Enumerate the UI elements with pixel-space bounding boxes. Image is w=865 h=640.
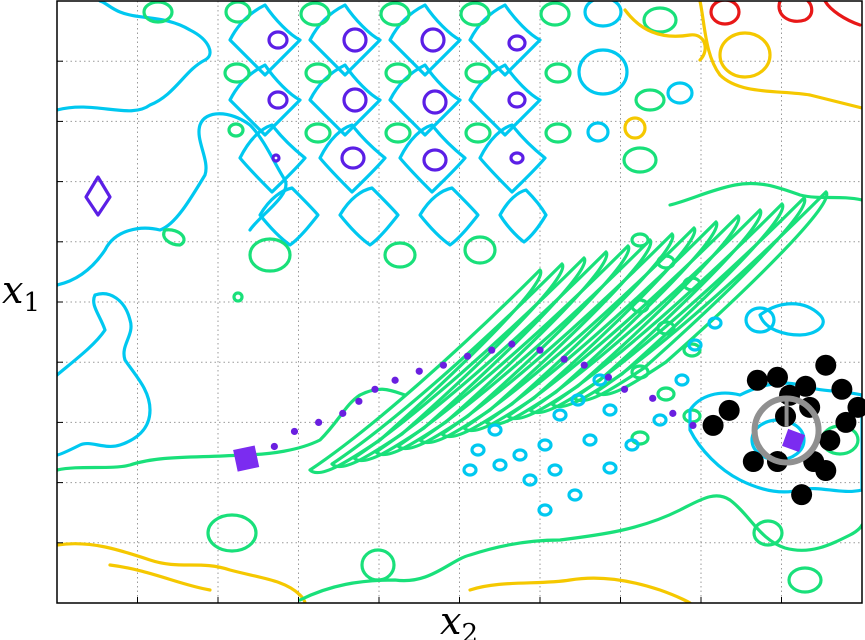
start-end-markers [233,428,806,472]
sample-point [718,399,740,421]
sample-point [819,429,841,451]
green-stripe-blob [630,430,650,446]
sample-point [847,396,865,418]
contour-green-blob [206,513,258,553]
path-point [463,352,472,360]
cyan-blob [652,413,668,427]
cyan-blob [492,458,508,472]
path-point [560,355,568,363]
contour-green-lower-2 [298,494,862,602]
green-lattice [142,1,678,303]
sample-point [815,460,837,482]
sample-point [746,369,768,391]
cyan-blob [687,338,703,352]
path-point [290,427,299,436]
path-point [270,442,278,451]
path-point [355,397,363,405]
cyan-blob [707,316,723,330]
path-point [391,376,399,384]
green-diagonal-stripes [308,190,829,475]
cyan-blob [567,488,583,502]
sample-point [831,378,853,400]
axis-ticks [57,60,782,603]
path-point [339,409,347,417]
green-stripe-blob [656,386,676,402]
purple-rings [267,27,527,172]
sample-point [742,451,764,473]
path-point [620,385,629,393]
green-stripe-blob [682,342,702,358]
sample-point [835,411,857,433]
cyan-blob [512,448,528,462]
sample-point [795,375,817,397]
path-point [580,361,588,369]
cyan-blob [582,433,598,447]
cyan-blob [552,408,568,422]
path-point [536,346,544,354]
cyan-blob [462,463,478,477]
y-axis-label: x1 [2,268,40,318]
contour-purple-diamond [84,175,112,217]
x-axis-label: x2 [440,599,478,640]
path-point [371,385,379,393]
green-stripe-blob [630,232,650,248]
cyan-blob [592,373,608,387]
cyan-blob [624,438,640,452]
path-point [315,418,323,426]
cyan-blob [674,373,690,387]
cyan-blob [537,503,553,517]
red-contours [709,1,862,27]
green-stripe-blob [656,254,676,270]
path-point [508,340,516,348]
green-stripe-blob [656,320,676,336]
cyan-blob [602,403,618,417]
cyan-blob [537,438,553,452]
trust-region-circle [751,395,822,466]
contour-field [57,1,862,603]
contour-cyan-left [57,1,212,113]
contour-cyan-lobe [57,292,152,457]
cyan-blob [602,461,618,475]
cyan-blob [487,423,503,437]
cyan-blob [570,393,586,407]
path-point [689,421,697,430]
contour-green-blob-3 [787,566,823,594]
sample-point [702,414,724,436]
start-marker [233,445,260,472]
sample-point [815,354,837,376]
green-stripe-blob [630,298,650,314]
path-point [649,394,657,402]
cyan-small-blobs [462,316,723,517]
end-marker [782,428,806,452]
path-point [669,409,677,417]
contour-green-blob-5 [752,519,784,547]
cyan-blob [522,473,538,487]
contour-green-right [668,181,862,207]
green-stripe-blob [682,276,702,292]
cyan-blob [547,463,563,477]
green-stripe-blob [630,364,650,380]
path-point [604,373,613,381]
path-point [439,361,447,369]
cyan-blob [470,443,486,457]
yellow-contours [57,1,862,603]
path-point [488,346,496,354]
trust-region-ring [751,395,822,466]
contour-green-blob-2 [360,548,396,582]
path-point [415,367,423,375]
contour-cyan-left-bottom [57,112,288,287]
cyan-upper-right [577,1,825,337]
contour-green-lower [57,387,407,472]
diamond-lattice [228,3,548,247]
sample-point [791,484,813,506]
sample-point [766,366,788,388]
